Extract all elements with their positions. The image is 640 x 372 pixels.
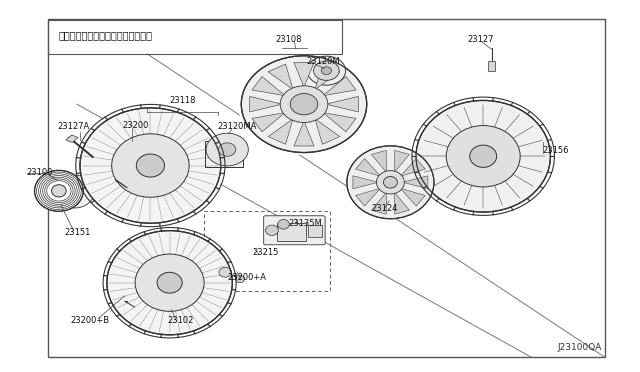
Text: 23100: 23100	[27, 169, 53, 177]
Text: 23127A: 23127A	[58, 122, 90, 131]
Polygon shape	[323, 77, 356, 96]
Text: 23156: 23156	[543, 146, 569, 155]
Ellipse shape	[307, 56, 346, 85]
Polygon shape	[323, 113, 356, 132]
Bar	[205, 141, 243, 167]
Polygon shape	[268, 64, 293, 90]
Text: 23118: 23118	[170, 96, 196, 105]
Ellipse shape	[236, 275, 244, 283]
Ellipse shape	[135, 254, 204, 311]
Polygon shape	[355, 188, 381, 206]
Bar	[48, 20, 342, 54]
Polygon shape	[268, 119, 293, 144]
Bar	[204, 211, 330, 291]
Text: 23124: 23124	[371, 204, 397, 213]
Polygon shape	[315, 119, 340, 144]
Text: （注）表記以外の構成部品は非販売: （注）表記以外の構成部品は非販売	[58, 31, 152, 41]
Bar	[308, 225, 322, 237]
Ellipse shape	[346, 145, 435, 219]
Ellipse shape	[206, 133, 248, 166]
Polygon shape	[294, 121, 314, 146]
Polygon shape	[353, 176, 378, 189]
Bar	[277, 223, 306, 241]
Bar	[488, 61, 495, 71]
Bar	[66, 135, 78, 142]
Polygon shape	[394, 192, 410, 214]
Ellipse shape	[266, 225, 278, 235]
Text: 23108: 23108	[275, 35, 301, 44]
Text: 23120M: 23120M	[306, 57, 340, 66]
Ellipse shape	[34, 170, 84, 212]
Ellipse shape	[219, 267, 232, 277]
Polygon shape	[400, 188, 426, 206]
Polygon shape	[294, 62, 314, 87]
Polygon shape	[400, 158, 426, 176]
Text: 23215: 23215	[253, 248, 279, 257]
Ellipse shape	[470, 145, 497, 167]
Ellipse shape	[52, 185, 66, 197]
Ellipse shape	[136, 154, 164, 177]
Ellipse shape	[107, 231, 232, 335]
Ellipse shape	[238, 53, 370, 155]
Polygon shape	[252, 113, 285, 132]
Ellipse shape	[321, 67, 332, 74]
Polygon shape	[250, 96, 282, 112]
Ellipse shape	[280, 86, 328, 122]
Text: 23200+A: 23200+A	[227, 273, 266, 282]
Ellipse shape	[241, 56, 367, 153]
Ellipse shape	[218, 143, 236, 156]
Polygon shape	[371, 150, 387, 173]
Polygon shape	[315, 64, 340, 90]
Ellipse shape	[347, 146, 434, 219]
Ellipse shape	[446, 126, 520, 187]
Ellipse shape	[416, 100, 550, 212]
Text: 23120MA: 23120MA	[218, 122, 257, 131]
Text: J23100QA: J23100QA	[557, 343, 602, 352]
FancyBboxPatch shape	[264, 216, 325, 245]
Polygon shape	[394, 150, 410, 173]
Text: 23200: 23200	[123, 121, 149, 130]
Bar	[48, 19, 605, 357]
Ellipse shape	[77, 106, 223, 225]
Ellipse shape	[290, 93, 318, 115]
Ellipse shape	[157, 272, 182, 293]
Ellipse shape	[314, 61, 339, 80]
Polygon shape	[252, 77, 285, 96]
Polygon shape	[355, 158, 381, 176]
Text: 23151: 23151	[64, 228, 90, 237]
Polygon shape	[403, 176, 428, 189]
Text: 23135M: 23135M	[288, 219, 322, 228]
Polygon shape	[326, 96, 358, 112]
Ellipse shape	[111, 134, 189, 197]
Ellipse shape	[376, 171, 404, 194]
Ellipse shape	[383, 176, 397, 188]
Ellipse shape	[104, 228, 235, 337]
Ellipse shape	[56, 175, 94, 208]
Ellipse shape	[278, 219, 289, 229]
Polygon shape	[371, 192, 387, 214]
Ellipse shape	[80, 108, 221, 223]
Text: 23127: 23127	[467, 35, 493, 44]
Text: 23200+B: 23200+B	[70, 316, 109, 325]
Text: 23102: 23102	[168, 316, 194, 325]
Ellipse shape	[413, 98, 554, 215]
